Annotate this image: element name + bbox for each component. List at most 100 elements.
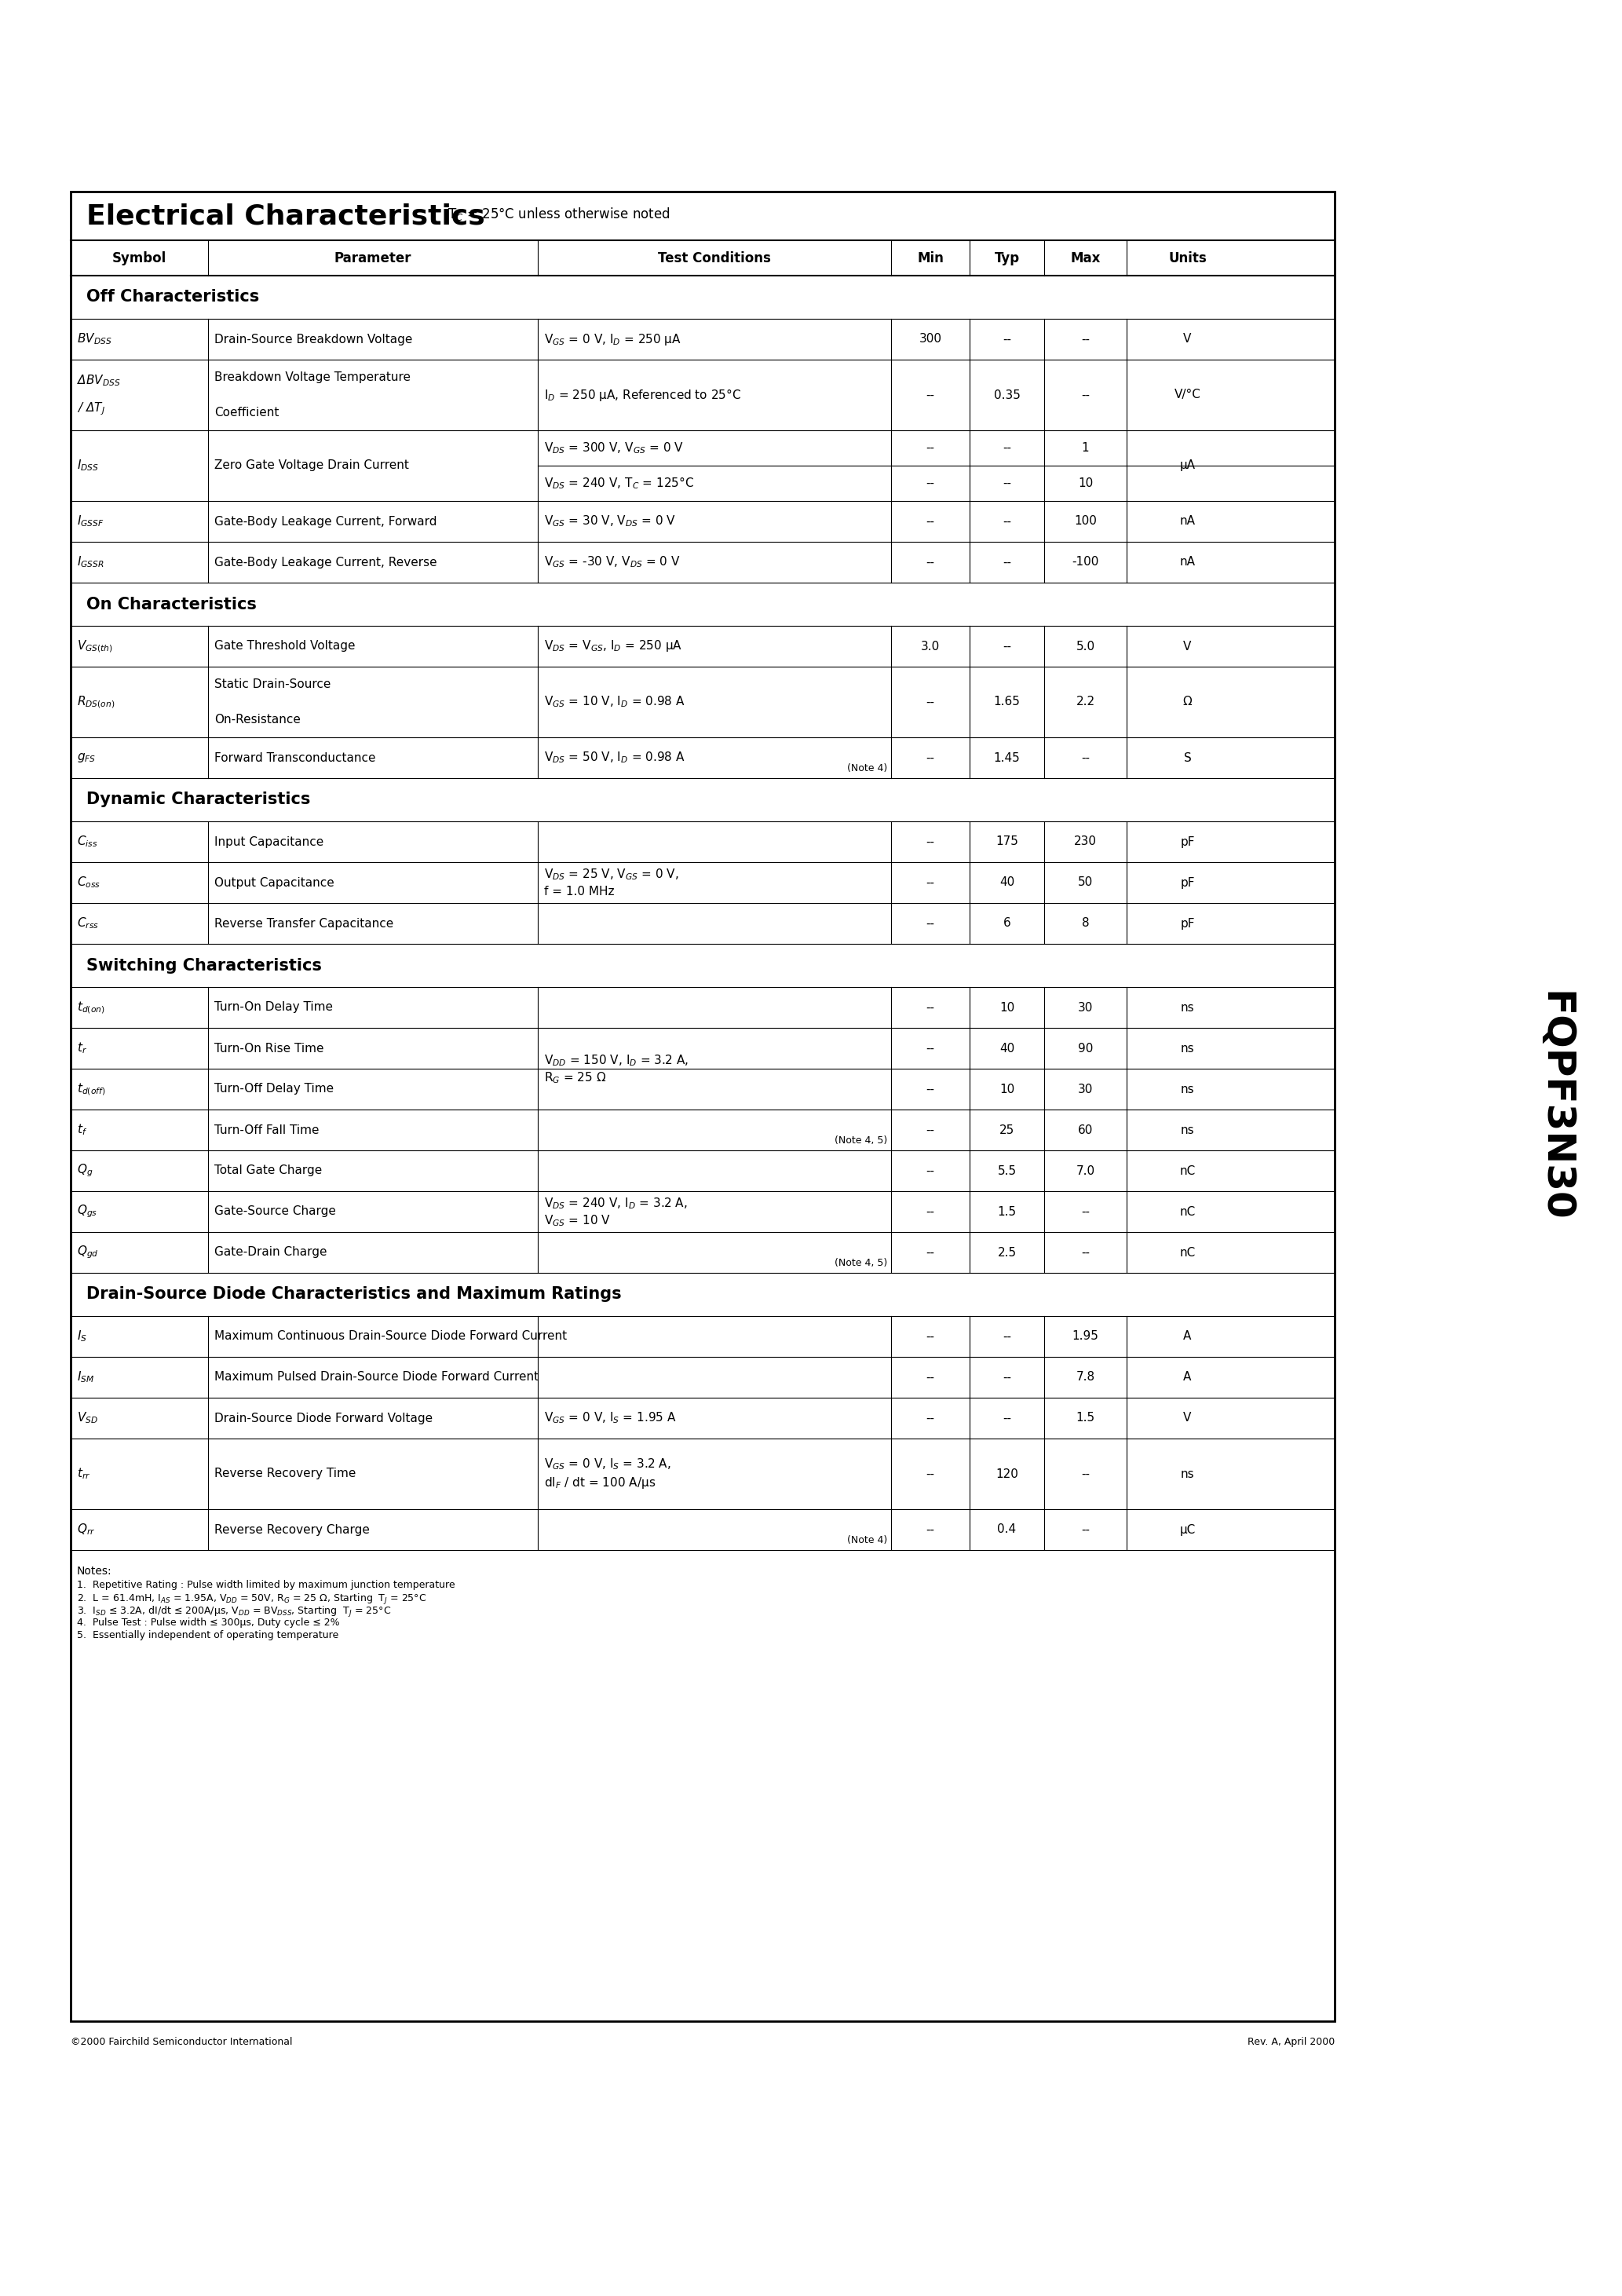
Text: I$_{SM}$: I$_{SM}$ xyxy=(76,1371,94,1384)
Text: t$_{d(off)}$: t$_{d(off)}$ xyxy=(76,1081,105,1097)
Text: V$_{GS}$ = 0 V, I$_{S}$ = 3.2 A,: V$_{GS}$ = 0 V, I$_{S}$ = 3.2 A, xyxy=(543,1458,672,1472)
Text: pF: pF xyxy=(1181,918,1195,930)
Text: Reverse Transfer Capacitance: Reverse Transfer Capacitance xyxy=(214,918,394,930)
Text: 175: 175 xyxy=(996,836,1019,847)
Text: Turn-Off Fall Time: Turn-Off Fall Time xyxy=(214,1125,320,1137)
Text: --: -- xyxy=(1082,1247,1090,1258)
Text: μC: μC xyxy=(1179,1525,1195,1536)
Text: Drain-Source Breakdown Voltage: Drain-Source Breakdown Voltage xyxy=(214,333,412,344)
Text: On Characteristics: On Characteristics xyxy=(86,597,256,613)
Text: pF: pF xyxy=(1181,836,1195,847)
Text: Output Capacitance: Output Capacitance xyxy=(214,877,334,889)
Text: ns: ns xyxy=(1181,1125,1194,1137)
Text: --: -- xyxy=(926,1084,934,1095)
Text: V$_{DD}$ = 150 V, I$_{D}$ = 3.2 A,: V$_{DD}$ = 150 V, I$_{D}$ = 3.2 A, xyxy=(543,1054,688,1068)
Text: V$_{GS(th)}$: V$_{GS(th)}$ xyxy=(76,638,114,654)
Text: --: -- xyxy=(1082,751,1090,765)
Text: V/°C: V/°C xyxy=(1174,388,1200,402)
Text: --: -- xyxy=(926,1164,934,1176)
Text: Q$_{gd}$: Q$_{gd}$ xyxy=(76,1244,99,1261)
Text: R$_{G}$ = 25 Ω: R$_{G}$ = 25 Ω xyxy=(543,1070,607,1086)
Text: V$_{GS}$ = 10 V: V$_{GS}$ = 10 V xyxy=(543,1215,611,1228)
Text: ©2000 Fairchild Semiconductor International: ©2000 Fairchild Semiconductor Internatio… xyxy=(71,2037,292,2048)
Text: I$_{S}$: I$_{S}$ xyxy=(76,1329,88,1343)
Text: --: -- xyxy=(926,443,934,455)
Text: 7.8: 7.8 xyxy=(1075,1371,1095,1382)
Text: 100: 100 xyxy=(1074,517,1096,528)
Text: --: -- xyxy=(926,1525,934,1536)
Text: Reverse Recovery Charge: Reverse Recovery Charge xyxy=(214,1525,370,1536)
Text: Gate-Drain Charge: Gate-Drain Charge xyxy=(214,1247,328,1258)
Text: --: -- xyxy=(926,1247,934,1258)
Text: 3.0: 3.0 xyxy=(921,641,939,652)
Text: --: -- xyxy=(926,751,934,765)
Text: V$_{GS}$ = 0 V, I$_{D}$ = 250 μA: V$_{GS}$ = 0 V, I$_{D}$ = 250 μA xyxy=(543,331,681,347)
Text: Gate Threshold Voltage: Gate Threshold Voltage xyxy=(214,641,355,652)
Text: --: -- xyxy=(926,1371,934,1382)
Text: 1.  Repetitive Rating : Pulse width limited by maximum junction temperature: 1. Repetitive Rating : Pulse width limit… xyxy=(76,1580,456,1591)
Text: Zero Gate Voltage Drain Current: Zero Gate Voltage Drain Current xyxy=(214,459,409,471)
Text: --: -- xyxy=(926,1205,934,1217)
Text: --: -- xyxy=(926,696,934,707)
Text: Parameter: Parameter xyxy=(334,250,412,264)
Text: 0.4: 0.4 xyxy=(998,1525,1017,1536)
Text: V: V xyxy=(1184,333,1192,344)
Text: --: -- xyxy=(926,877,934,889)
Text: Q$_{rr}$: Q$_{rr}$ xyxy=(76,1522,96,1536)
Text: Symbol: Symbol xyxy=(112,250,167,264)
Text: Typ: Typ xyxy=(994,250,1020,264)
Text: V: V xyxy=(1184,1412,1192,1424)
Text: --: -- xyxy=(926,517,934,528)
Text: nA: nA xyxy=(1179,517,1195,528)
Text: 1.45: 1.45 xyxy=(994,751,1020,765)
Text: 60: 60 xyxy=(1077,1125,1093,1137)
Text: I$_{GSSR}$: I$_{GSSR}$ xyxy=(76,556,104,569)
Text: pF: pF xyxy=(1181,877,1195,889)
Text: V$_{DS}$ = V$_{GS}$, I$_{D}$ = 250 μA: V$_{DS}$ = V$_{GS}$, I$_{D}$ = 250 μA xyxy=(543,638,683,654)
Text: --: -- xyxy=(926,918,934,930)
Text: V$_{SD}$: V$_{SD}$ xyxy=(76,1410,99,1426)
Text: V$_{DS}$ = 50 V, I$_{D}$ = 0.98 A: V$_{DS}$ = 50 V, I$_{D}$ = 0.98 A xyxy=(543,751,684,765)
Text: t$_{r}$: t$_{r}$ xyxy=(76,1040,88,1056)
Text: --: -- xyxy=(1002,1412,1011,1424)
Text: ns: ns xyxy=(1181,1467,1194,1479)
Text: 10: 10 xyxy=(999,1001,1014,1013)
Text: Q$_{g}$: Q$_{g}$ xyxy=(76,1162,92,1178)
Text: 40: 40 xyxy=(999,877,1014,889)
Text: BV$_{DSS}$: BV$_{DSS}$ xyxy=(76,333,112,347)
Text: 6: 6 xyxy=(1002,918,1011,930)
Text: On-Resistance: On-Resistance xyxy=(214,714,300,726)
Text: S: S xyxy=(1184,751,1191,765)
Text: --: -- xyxy=(926,1467,934,1479)
Text: / ΔT$_{J}$: / ΔT$_{J}$ xyxy=(76,402,105,418)
Text: 1.65: 1.65 xyxy=(994,696,1020,707)
Text: --: -- xyxy=(1002,1332,1011,1343)
Text: --: -- xyxy=(926,1125,934,1137)
Text: Rev. A, April 2000: Rev. A, April 2000 xyxy=(1247,2037,1335,2048)
Text: nA: nA xyxy=(1179,556,1195,567)
Text: Breakdown Voltage Temperature: Breakdown Voltage Temperature xyxy=(214,372,410,383)
Text: 2.5: 2.5 xyxy=(998,1247,1017,1258)
Text: 10: 10 xyxy=(999,1084,1014,1095)
Text: -100: -100 xyxy=(1072,556,1098,567)
Text: V$_{GS}$ = 30 V, V$_{DS}$ = 0 V: V$_{GS}$ = 30 V, V$_{DS}$ = 0 V xyxy=(543,514,676,528)
Text: ΔBV$_{DSS}$: ΔBV$_{DSS}$ xyxy=(76,374,120,388)
Text: Turn-On Delay Time: Turn-On Delay Time xyxy=(214,1001,333,1013)
Text: --: -- xyxy=(1002,1371,1011,1382)
Text: Units: Units xyxy=(1168,250,1207,264)
Text: I$_{DSS}$: I$_{DSS}$ xyxy=(76,459,99,473)
Text: 300: 300 xyxy=(920,333,942,344)
Text: Forward Transconductance: Forward Transconductance xyxy=(214,751,376,765)
Text: A: A xyxy=(1184,1371,1192,1382)
Text: Input Capacitance: Input Capacitance xyxy=(214,836,324,847)
Text: Notes:: Notes: xyxy=(76,1566,112,1577)
Text: I$_{D}$ = 250 μA, Referenced to 25°C: I$_{D}$ = 250 μA, Referenced to 25°C xyxy=(543,388,741,402)
Text: --: -- xyxy=(926,1412,934,1424)
Text: (Note 4): (Note 4) xyxy=(847,762,887,774)
Text: 2.2: 2.2 xyxy=(1075,696,1095,707)
Text: C$_{rss}$: C$_{rss}$ xyxy=(76,916,99,930)
Text: V: V xyxy=(1184,641,1192,652)
Text: --: -- xyxy=(926,388,934,402)
Text: Maximum Continuous Drain-Source Diode Forward Current: Maximum Continuous Drain-Source Diode Fo… xyxy=(214,1332,568,1343)
Text: 2.  L = 61.4mH, I$_{AS}$ = 1.95A, V$_{DD}$ = 50V, R$_{G}$ = 25 Ω, Starting  T$_{: 2. L = 61.4mH, I$_{AS}$ = 1.95A, V$_{DD}… xyxy=(76,1593,427,1607)
